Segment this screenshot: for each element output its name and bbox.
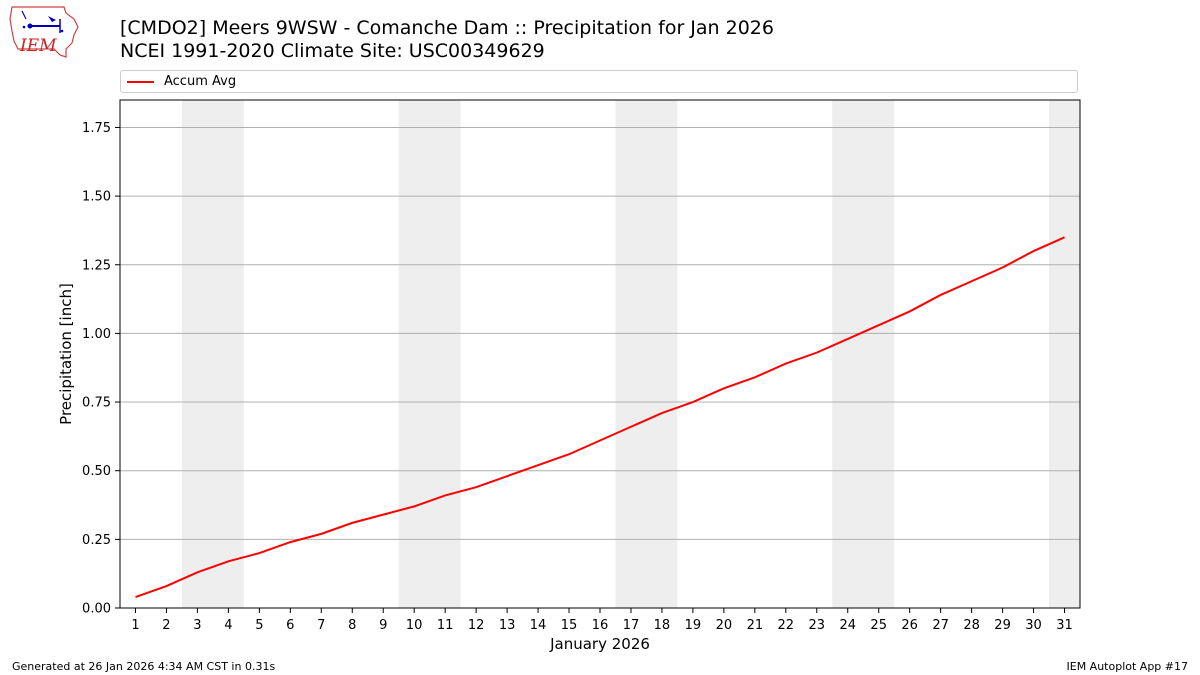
x-tick-label: 21: [747, 618, 764, 633]
legend: Accum Avg: [120, 70, 1078, 93]
x-tick-label: 16: [592, 618, 609, 633]
series-line-accum-avg: [135, 236, 1065, 598]
x-tick-label: 19: [685, 618, 702, 633]
weekend-shade-3: [832, 100, 895, 608]
generated-timestamp: Generated at 26 Jan 2026 4:34 AM CST in …: [12, 660, 276, 673]
x-tick-label: 14: [530, 618, 547, 633]
x-tick-label: 15: [561, 618, 578, 633]
x-tick-label: 20: [716, 618, 733, 633]
x-tick-label: 4: [224, 618, 232, 633]
y-tick-label: 0.00: [82, 602, 111, 617]
iem-logo-text: IEM: [19, 36, 57, 56]
y-tick-label: 0.25: [82, 533, 111, 548]
x-tick-label: 7: [317, 618, 325, 633]
y-tick-label: 1.75: [82, 121, 111, 136]
x-tick-label: 18: [654, 618, 671, 633]
weekend-shade-1: [398, 100, 461, 608]
y-tick-label: 1.50: [82, 190, 111, 205]
y-tick-label: 0.75: [82, 396, 111, 411]
x-tick-label: 13: [499, 618, 516, 633]
x-tick-label: 23: [809, 618, 826, 633]
x-tick-label: 29: [994, 618, 1011, 633]
x-tick-label: 9: [379, 618, 387, 633]
x-tick-label: 12: [468, 618, 485, 633]
x-tick-label: 11: [437, 618, 454, 633]
iem-logo: IEM: [9, 6, 79, 58]
x-tick-label: 26: [901, 618, 918, 633]
x-tick-label: 2: [162, 618, 170, 633]
y-tick-label: 0.50: [82, 464, 111, 479]
x-tick-label: 25: [870, 618, 887, 633]
y-tick-label: 1.25: [82, 258, 111, 273]
x-tick-label: 30: [1025, 618, 1042, 633]
legend-label-accum-avg: Accum Avg: [164, 74, 237, 89]
app-label: IEM Autoplot App #17: [1066, 660, 1189, 673]
chart-title: [CMDO2] Meers 9WSW - Comanche Dam :: Pre…: [120, 17, 774, 39]
x-tick-label: 27: [932, 618, 949, 633]
weekend-shade-0: [181, 100, 244, 608]
x-tick-label: 22: [778, 618, 795, 633]
x-tick-label: 8: [348, 618, 356, 633]
x-tick-label: 17: [623, 618, 640, 633]
y-tick-label: 1.00: [82, 327, 111, 342]
weekend-shade-4: [1049, 100, 1080, 608]
plot-frame: [119, 99, 1081, 609]
x-tick-label: 3: [193, 618, 201, 633]
y-axis-label: Precipitation [inch]: [57, 283, 75, 425]
x-tick-label: 31: [1056, 618, 1073, 633]
x-tick-label: 5: [255, 618, 263, 633]
x-tick-label: 24: [839, 618, 856, 633]
x-tick-label: 10: [406, 618, 423, 633]
weekend-shade-2: [615, 100, 678, 608]
legend-swatch-accum-avg: [127, 81, 154, 83]
x-axis-label: January 2026: [549, 635, 650, 653]
x-tick-label: 28: [963, 618, 980, 633]
x-tick-label: 1: [131, 618, 139, 633]
chart-subtitle: NCEI 1991-2020 Climate Site: USC00349629: [120, 40, 545, 62]
x-tick-label: 6: [286, 618, 294, 633]
